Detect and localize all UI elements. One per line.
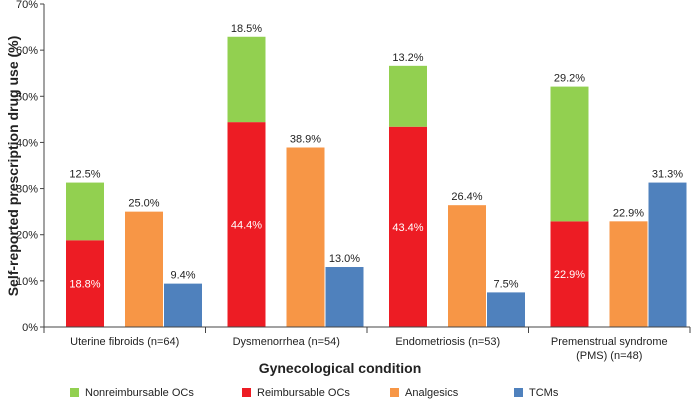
bar-tcms bbox=[487, 292, 525, 327]
data-label-reimbursable-ocs: 44.4% bbox=[231, 220, 262, 232]
data-label-nonreimbursable-ocs: 29.2% bbox=[554, 73, 585, 85]
bar-nonreimbursable-ocs bbox=[550, 86, 589, 222]
legend-swatch bbox=[390, 388, 399, 397]
data-label-tcms: 9.4% bbox=[170, 270, 195, 282]
bar-tcms bbox=[325, 267, 364, 327]
bar-reimbursable-ocs bbox=[227, 122, 266, 327]
y-tick-label: 50% bbox=[16, 91, 38, 103]
bar-reimbursable-ocs bbox=[550, 221, 589, 327]
data-label-reimbursable-ocs: 22.9% bbox=[554, 269, 585, 281]
legend-label: Analgesics bbox=[405, 387, 459, 399]
bar-nonreimbursable-ocs bbox=[227, 36, 266, 123]
data-label-nonreimbursable-ocs: 13.2% bbox=[392, 52, 423, 64]
data-label-analgesics: 25.0% bbox=[128, 198, 159, 210]
bar-tcms bbox=[164, 283, 202, 327]
y-tick-label: 30% bbox=[16, 184, 38, 196]
bar-analgesics bbox=[286, 147, 325, 327]
x-axis-title: Gynecological condition bbox=[259, 360, 422, 376]
bar-analgesics bbox=[448, 205, 486, 327]
legend: Nonreimbursable OCs Reimbursable OCs Analg… bbox=[70, 387, 559, 399]
y-tick-label: 60% bbox=[16, 45, 38, 57]
y-tick-label: 20% bbox=[16, 230, 38, 242]
y-axis-title: Self-reported prescription drug use (%) bbox=[5, 36, 21, 297]
legend-label: Reimbursable OCs bbox=[257, 387, 350, 399]
bar-analgesics bbox=[609, 221, 648, 327]
y-axis-ticks: 0% 10% 20% 30% 40% 50% 60% 70% bbox=[16, 0, 44, 334]
legend-label: Nonreimbursable OCs bbox=[85, 387, 194, 399]
legend-swatch bbox=[242, 388, 251, 397]
data-label-reimbursable-ocs: 18.8% bbox=[69, 279, 100, 291]
legend-swatch bbox=[514, 388, 523, 397]
data-label-analgesics: 22.9% bbox=[613, 207, 644, 219]
bar-nonreimbursable-ocs bbox=[389, 65, 427, 127]
bar-reimbursable-ocs bbox=[66, 240, 104, 327]
y-tick-label: 0% bbox=[22, 322, 38, 334]
data-label-analgesics: 26.4% bbox=[451, 191, 482, 203]
y-tick-label: 10% bbox=[16, 276, 38, 288]
x-category-label: (PMS) (n=48) bbox=[576, 350, 642, 362]
bar-analgesics bbox=[125, 211, 163, 327]
x-category-label: Premenstrual syndrome bbox=[551, 336, 668, 348]
data-label-nonreimbursable-ocs: 18.5% bbox=[231, 23, 262, 35]
data-label-analgesics: 38.9% bbox=[290, 134, 321, 146]
bar-reimbursable-ocs bbox=[389, 126, 427, 328]
x-category-label: Dysmenorrhea (n=54) bbox=[233, 336, 340, 348]
y-tick-label: 40% bbox=[16, 137, 38, 149]
bars bbox=[66, 36, 687, 328]
x-category-label: Endometriosis (n=53) bbox=[395, 336, 500, 348]
data-label-reimbursable-ocs: 43.4% bbox=[392, 222, 423, 234]
data-label-tcms: 7.5% bbox=[493, 278, 518, 290]
axes bbox=[43, 4, 691, 333]
legend-label: TCMs bbox=[529, 387, 559, 399]
data-label-nonreimbursable-ocs: 12.5% bbox=[69, 169, 100, 181]
legend-swatch bbox=[70, 388, 79, 397]
bar-nonreimbursable-ocs bbox=[66, 182, 104, 241]
data-label-tcms: 31.3% bbox=[652, 169, 683, 181]
data-label-tcms: 13.0% bbox=[329, 253, 360, 265]
data-labels: Uterine fibroids (n=64) 18.8% 12.5% 25.0% 9.… bbox=[69, 23, 683, 362]
y-tick-label: 70% bbox=[16, 0, 38, 11]
bar-tcms bbox=[648, 182, 687, 327]
x-category-label: Uterine fibroids (n=64) bbox=[70, 336, 179, 348]
